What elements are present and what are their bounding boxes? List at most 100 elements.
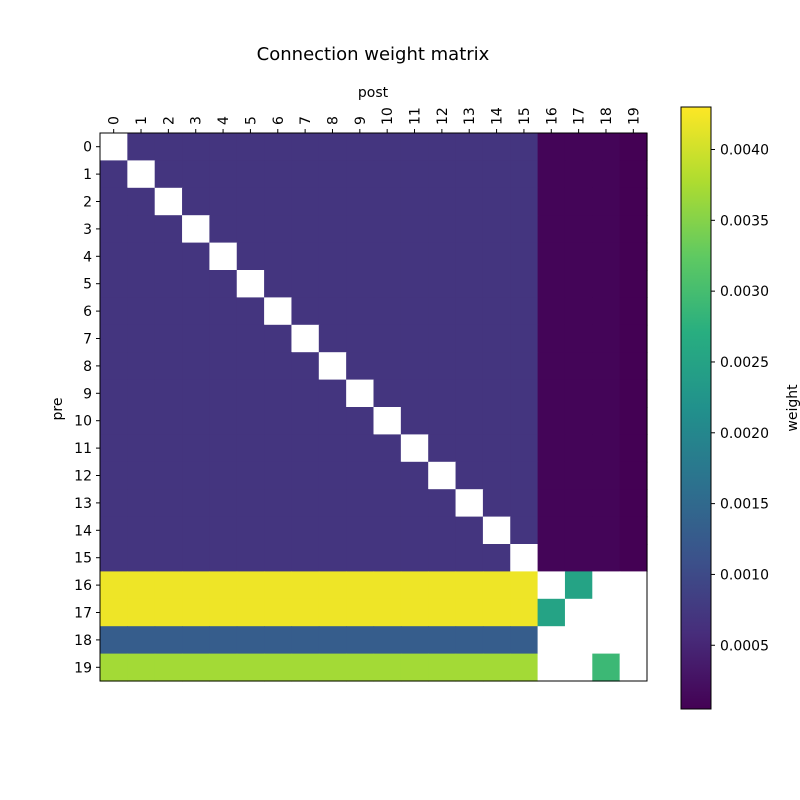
heatmap-cell	[510, 489, 539, 518]
heatmap-cell	[564, 352, 593, 381]
colorbar-ticks: 0.0005 0.0010 0.0015 0.0020 0.0025 0.0030 0.00…	[711, 142, 769, 654]
heatmap-cell	[236, 242, 265, 271]
heatmap-cell	[400, 297, 429, 326]
heatmap-cell	[510, 571, 539, 600]
heatmap-cell	[100, 544, 128, 572]
heatmap-cell	[592, 187, 621, 216]
heatmap-cell	[264, 187, 293, 216]
heatmap-cell	[510, 434, 539, 463]
x-tick-label: 19	[626, 107, 642, 125]
y-tick-label: 17	[74, 606, 92, 622]
heatmap-cell	[100, 133, 128, 161]
heatmap-cell	[482, 324, 511, 353]
heatmap-cell	[482, 242, 511, 271]
heatmap-cell	[510, 544, 539, 572]
heatmap-cell	[428, 461, 457, 490]
heatmap-cell	[346, 598, 375, 627]
heatmap-cell	[318, 434, 347, 463]
heatmap-cell	[318, 270, 347, 298]
heatmap-cell	[291, 215, 320, 244]
heatmap-cell	[482, 461, 511, 490]
heatmap-cell	[619, 516, 648, 545]
x-tick-label: 13	[462, 107, 478, 125]
heatmap-cell	[209, 407, 238, 435]
heatmap-cell	[455, 215, 484, 244]
heatmap-cell	[455, 352, 484, 381]
heatmap-cell	[592, 270, 621, 298]
y-tick-label: 8	[83, 359, 92, 375]
heatmap-cell	[346, 379, 375, 408]
heatmap-cell	[209, 379, 238, 408]
heatmap-cell	[346, 187, 375, 216]
heatmap-cell	[291, 242, 320, 271]
heatmap-cell	[291, 571, 320, 600]
heatmap-cell	[127, 270, 156, 298]
heatmap-cell	[154, 133, 183, 161]
heatmap-cell	[537, 571, 566, 600]
heatmap-cell	[482, 653, 511, 682]
heatmap-cell	[619, 544, 648, 572]
heatmap-cell	[564, 133, 593, 161]
heatmap-cell	[373, 297, 402, 326]
heatmap-cell	[510, 626, 539, 655]
heatmap-cell	[537, 516, 566, 545]
heatmap-cell	[209, 434, 238, 463]
heatmap-cell	[400, 544, 429, 572]
heatmap-cell	[346, 242, 375, 271]
heatmap-cell	[236, 544, 265, 572]
heatmap-cell	[264, 626, 293, 655]
heatmap-cell	[400, 270, 429, 298]
heatmap-cell	[236, 379, 265, 408]
heatmap-cell	[400, 215, 429, 244]
heatmap-cell	[510, 516, 539, 545]
plot-frame	[99, 132, 648, 682]
heatmap-cell	[182, 133, 210, 161]
heatmap-cell	[127, 626, 156, 655]
heatmap-cell	[154, 270, 183, 298]
heatmap-cell	[537, 626, 566, 655]
heatmap-cell	[209, 160, 238, 189]
heatmap-cell	[455, 516, 484, 545]
heatmap-cell	[537, 352, 566, 381]
heatmap-cell	[291, 516, 320, 545]
heatmap-cell	[209, 352, 238, 381]
heatmap-cell	[537, 297, 566, 326]
x-tick-label: 4	[216, 116, 232, 125]
heatmap-cell	[127, 598, 156, 627]
heatmap-cell	[592, 379, 621, 408]
heatmap-cell	[264, 379, 293, 408]
heatmap-cell	[400, 242, 429, 271]
heatmap-cell	[619, 160, 648, 189]
heatmap-cell	[564, 297, 593, 326]
heatmap-cell	[455, 571, 484, 600]
heatmap-cell	[154, 242, 183, 271]
heatmap-cell	[154, 324, 183, 353]
heatmap-cell	[373, 324, 402, 353]
heatmap-cell	[537, 379, 566, 408]
y-tick-label: 18	[74, 633, 92, 649]
heatmap-cell	[182, 407, 210, 435]
x-tick-labels: 0 1 2 3 4 5 6 7 8 9 10 11 12 13 14 15 16 17 18 19	[107, 107, 642, 133]
heatmap-cell	[619, 187, 648, 216]
heatmap-cell	[537, 461, 566, 490]
heatmap-cell	[264, 598, 293, 627]
heatmap-cell	[291, 160, 320, 189]
heatmap-cell	[482, 297, 511, 326]
heatmap-cell	[127, 544, 156, 572]
heatmap-cell	[537, 215, 566, 244]
heatmap-cell	[100, 489, 128, 518]
heatmap-cell	[100, 215, 128, 244]
heatmap-cell	[182, 324, 210, 353]
heatmap-cell	[127, 434, 156, 463]
heatmap-cell	[209, 489, 238, 518]
heatmap-cell	[236, 571, 265, 600]
heatmap-cell	[428, 626, 457, 655]
colorbar-tick-label: 0.0040	[720, 142, 769, 158]
heatmap-cell	[236, 461, 265, 490]
heatmap-cell	[182, 461, 210, 490]
heatmap-cell	[619, 626, 648, 655]
y-tick-label: 9	[83, 386, 92, 402]
heatmap-cell	[592, 516, 621, 545]
heatmap-cell	[564, 270, 593, 298]
heatmap-cell	[236, 187, 265, 216]
